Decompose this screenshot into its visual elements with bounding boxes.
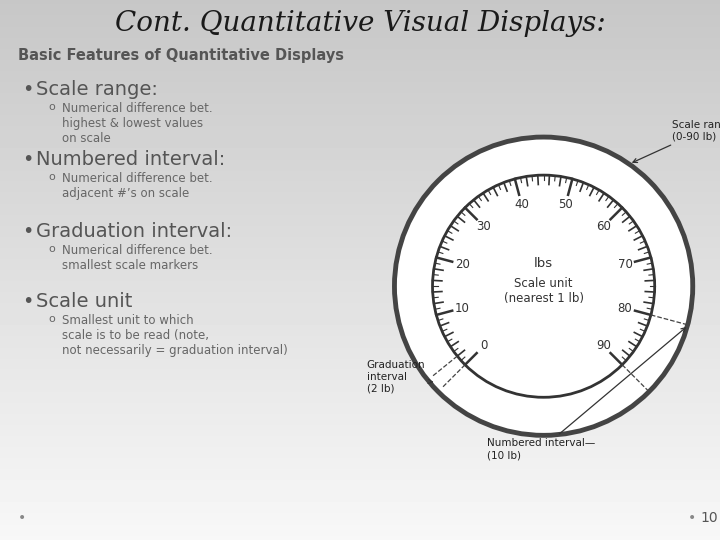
Circle shape [433, 175, 654, 397]
Text: 20: 20 [455, 258, 469, 271]
Text: Smallest unit to which
scale is to be read (note,
not necessarily = graduation i: Smallest unit to which scale is to be re… [62, 314, 288, 357]
Text: •: • [688, 511, 696, 525]
Text: Numerical difference bet.
adjacent #’s on scale: Numerical difference bet. adjacent #’s o… [62, 172, 212, 200]
Text: Basic Features of Quantitative Displays: Basic Features of Quantitative Displays [18, 48, 344, 63]
Text: o: o [48, 172, 55, 182]
Text: Numerical difference bet.
highest & lowest values
on scale: Numerical difference bet. highest & lowe… [62, 102, 212, 145]
Text: •: • [22, 80, 33, 99]
Text: Numbered interval:: Numbered interval: [36, 150, 225, 169]
Text: 50: 50 [558, 198, 573, 211]
Text: 70: 70 [618, 258, 632, 271]
Text: 60: 60 [596, 220, 611, 233]
Text: o: o [48, 102, 55, 112]
Text: •: • [22, 222, 33, 241]
Text: •: • [22, 292, 33, 311]
Text: lbs: lbs [534, 257, 553, 270]
Text: 0: 0 [480, 339, 487, 352]
Text: Scale range
(0-90 lb): Scale range (0-90 lb) [633, 119, 720, 163]
Text: Scale unit
(nearest 1 lb): Scale unit (nearest 1 lb) [503, 278, 584, 305]
Text: Graduation interval:: Graduation interval: [36, 222, 232, 241]
Text: o: o [48, 244, 55, 254]
Text: 30: 30 [477, 220, 491, 233]
Text: 80: 80 [618, 301, 632, 314]
Text: 90: 90 [596, 339, 611, 352]
Text: •: • [22, 150, 33, 169]
Text: 10: 10 [455, 301, 469, 314]
Circle shape [395, 137, 693, 435]
Text: Graduation
interval
(2 lb): Graduation interval (2 lb) [366, 360, 433, 394]
Text: 40: 40 [514, 198, 529, 211]
Text: 10: 10 [700, 511, 718, 525]
Text: Cont. Quantitative Visual Displays:: Cont. Quantitative Visual Displays: [114, 10, 606, 37]
Text: o: o [48, 314, 55, 324]
Text: Numbered interval—
(10 lb): Numbered interval— (10 lb) [487, 328, 685, 460]
Text: Scale unit: Scale unit [36, 292, 132, 311]
Text: Numerical difference bet.
smallest scale markers: Numerical difference bet. smallest scale… [62, 244, 212, 272]
Text: Scale range:: Scale range: [36, 80, 158, 99]
Text: •: • [18, 511, 26, 525]
